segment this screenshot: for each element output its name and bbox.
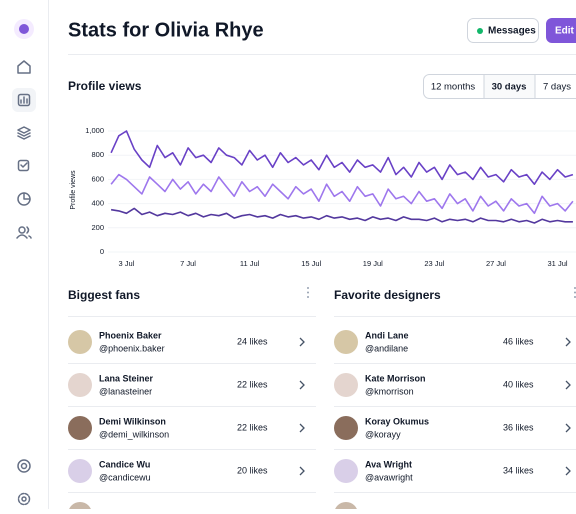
user-handle: @phoenix.baker <box>99 343 165 353</box>
user-name: Lana Steiner <box>99 373 154 383</box>
users-icon[interactable] <box>19 227 25 233</box>
y-tick-label: 400 <box>91 199 104 208</box>
user-name: Kate Morrison <box>365 373 426 383</box>
likes: 36 likes <box>503 422 534 432</box>
x-tick-label: 11 Jul <box>240 259 260 268</box>
likes: 22 likes <box>237 379 268 389</box>
y-axis-label: Profile views <box>70 170 77 210</box>
x-tick-label: 31 Jul <box>548 259 568 268</box>
chevron[interactable] <box>566 381 570 389</box>
section-title: Profile views <box>68 79 142 93</box>
x-tick-label: 27 Jul <box>486 259 506 268</box>
user-handle: @andilane <box>365 343 408 353</box>
avatar[interactable] <box>334 330 358 354</box>
likes: 24 likes <box>237 336 268 346</box>
logo-dot <box>19 24 29 34</box>
y-tick-label: 800 <box>91 150 104 159</box>
user-name: Phoenix Baker <box>99 330 162 340</box>
support-icon[interactable] <box>18 460 30 472</box>
user-name: Demi Wilkinson <box>99 416 166 426</box>
chevron[interactable] <box>566 467 570 475</box>
chevron[interactable] <box>300 467 304 475</box>
support-icon-inner <box>22 464 27 469</box>
avatar[interactable] <box>68 416 92 440</box>
user-handle: @candicewu <box>99 472 151 482</box>
button-label: Edit <box>555 26 575 37</box>
likes: 46 likes <box>503 336 534 346</box>
tab[interactable]: 7 days <box>543 82 571 93</box>
y-tick-label: 600 <box>91 174 104 183</box>
likes: 34 likes <box>503 465 534 475</box>
layers-icon[interactable] <box>18 127 30 139</box>
button-label: Messages <box>488 26 536 37</box>
avatar[interactable] <box>334 416 358 440</box>
page-title: Stats for Olivia Rhye <box>68 19 264 41</box>
user-name: Ava Wright <box>365 459 412 469</box>
tab[interactable]: 12 months <box>431 82 476 93</box>
user-handle: @korayy <box>365 429 401 439</box>
chevron[interactable] <box>566 338 570 346</box>
user-name: Koray Okumus <box>365 416 429 426</box>
status-dot <box>477 28 483 34</box>
chevron[interactable] <box>300 424 304 432</box>
user-handle: @lanasteiner <box>99 386 152 396</box>
chevron[interactable] <box>566 424 570 432</box>
x-tick-label: 15 Jul <box>301 259 321 268</box>
section-title: Favorite designers <box>334 288 441 302</box>
section-title: Biggest fans <box>68 288 140 302</box>
user-handle: @demi_wilkinson <box>99 429 169 439</box>
x-tick-label: 19 Jul <box>363 259 383 268</box>
y-tick-label: 0 <box>100 247 104 256</box>
kebab-menu[interactable] <box>307 287 309 298</box>
chevron[interactable] <box>300 381 304 389</box>
avatar[interactable] <box>68 330 92 354</box>
x-tick-label: 3 Jul <box>119 259 135 268</box>
avatar[interactable] <box>334 502 358 509</box>
avatar[interactable] <box>68 502 92 509</box>
user-handle: @kmorrison <box>365 386 414 396</box>
tasks-check <box>21 163 27 167</box>
home-icon[interactable] <box>18 61 30 73</box>
line <box>111 131 573 184</box>
avatar[interactable] <box>334 459 358 483</box>
settings-icon-inner <box>22 497 26 501</box>
avatar[interactable] <box>334 373 358 397</box>
chevron[interactable] <box>300 338 304 346</box>
y-tick-label: 200 <box>91 223 104 232</box>
x-tick-label: 7 Jul <box>180 259 196 268</box>
x-tick-label: 23 Jul <box>424 259 444 268</box>
likes: 20 likes <box>237 465 268 475</box>
user-handle: @avawright <box>365 472 413 482</box>
tab[interactable]: 30 days <box>492 82 527 93</box>
y-tick-label: 1,000 <box>85 126 104 135</box>
likes: 22 likes <box>237 422 268 432</box>
likes: 40 likes <box>503 379 534 389</box>
avatar[interactable] <box>68 373 92 397</box>
settings-icon[interactable] <box>19 494 30 505</box>
avatar[interactable] <box>68 459 92 483</box>
user-name: Candice Wu <box>99 459 150 469</box>
user-name: Andi Lane <box>365 330 409 340</box>
